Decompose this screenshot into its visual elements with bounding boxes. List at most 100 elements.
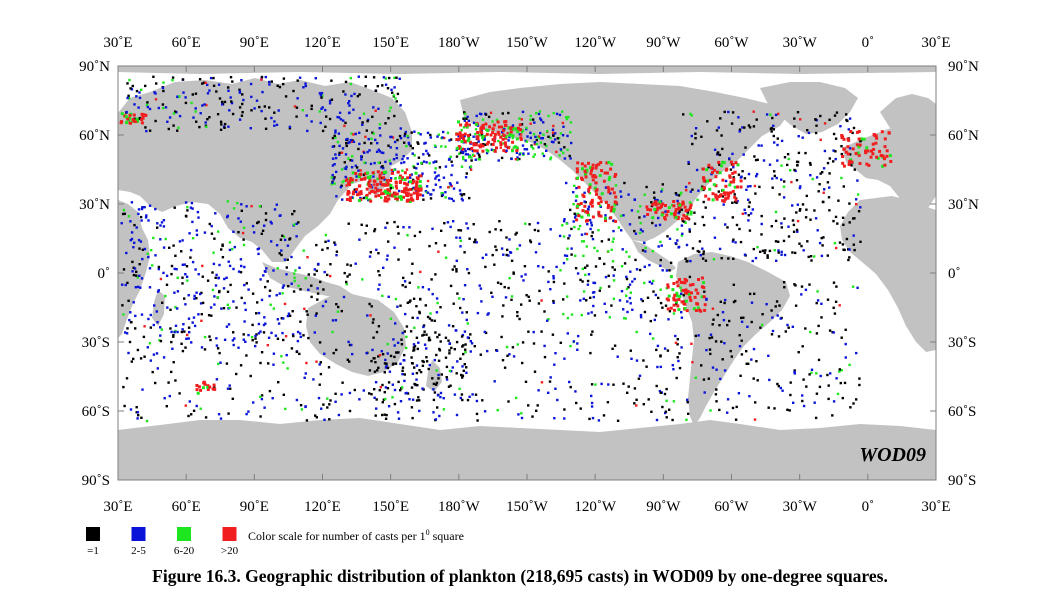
cast-point — [415, 180, 419, 184]
cast-point — [215, 90, 218, 93]
cast-point — [643, 310, 647, 314]
cast-point — [542, 121, 545, 124]
cast-point — [638, 231, 642, 235]
cast-point — [295, 222, 298, 225]
cast-point — [466, 147, 470, 151]
cast-point — [243, 320, 246, 323]
cast-point — [481, 144, 485, 148]
cast-point — [441, 193, 445, 197]
cast-point — [840, 336, 843, 339]
cast-point — [780, 164, 783, 167]
cast-point — [596, 249, 599, 253]
cast-point — [685, 189, 688, 192]
cast-point — [133, 223, 136, 227]
cast-point — [799, 185, 802, 188]
cast-point — [700, 187, 704, 191]
cast-point — [714, 184, 718, 188]
cast-point — [360, 158, 363, 161]
cast-point — [759, 326, 762, 329]
cast-point — [736, 185, 739, 189]
cast-point — [838, 370, 841, 373]
cast-point — [344, 167, 348, 171]
cast-point — [527, 404, 530, 407]
cast-point — [313, 331, 316, 334]
cast-point — [790, 180, 793, 184]
cast-point — [432, 388, 435, 391]
cast-point — [286, 314, 290, 318]
cast-point — [638, 374, 642, 377]
cast-point — [443, 136, 446, 140]
cast-point — [739, 185, 743, 189]
cast-point — [782, 239, 786, 243]
cast-point — [713, 148, 717, 151]
cast-point — [733, 195, 737, 199]
cast-point — [288, 125, 292, 129]
cast-point — [353, 388, 356, 392]
cast-point — [250, 109, 253, 112]
cast-point — [809, 174, 812, 177]
cast-point — [547, 270, 550, 273]
cast-point — [510, 295, 514, 298]
cast-point — [240, 203, 243, 206]
cast-point — [400, 178, 404, 181]
cast-point — [254, 344, 257, 348]
cast-point — [597, 229, 600, 232]
cast-point — [240, 79, 243, 82]
cast-point — [465, 121, 469, 125]
cast-point — [181, 239, 184, 242]
cast-point — [416, 347, 419, 351]
cast-point — [720, 164, 724, 168]
cast-point — [795, 211, 798, 214]
cast-point — [162, 81, 165, 84]
cast-point — [382, 76, 386, 79]
cast-point — [578, 224, 582, 228]
cast-point — [703, 303, 707, 307]
cast-point — [397, 380, 400, 384]
cast-point — [586, 264, 589, 267]
figure-caption: Figure 16.3. Geographic distribution of … — [152, 566, 888, 586]
cast-point — [393, 402, 397, 406]
cast-point — [477, 158, 480, 161]
cast-point — [439, 340, 442, 343]
cast-point — [766, 254, 769, 257]
cast-point — [439, 186, 442, 189]
cast-point — [218, 263, 221, 267]
cast-point — [132, 273, 136, 277]
cast-point — [358, 131, 361, 134]
cast-point — [334, 129, 337, 132]
cast-point — [858, 377, 861, 380]
cast-point — [384, 417, 388, 420]
cast-point — [353, 92, 356, 96]
cast-point — [421, 334, 424, 337]
cast-point — [232, 230, 235, 233]
cast-point — [679, 286, 682, 289]
cast-point — [134, 327, 137, 330]
cast-point — [680, 234, 684, 237]
cast-point — [587, 190, 591, 194]
cast-point — [793, 369, 796, 372]
cast-point — [657, 216, 660, 220]
cast-point — [669, 275, 673, 279]
cast-point — [841, 216, 845, 219]
cast-point — [430, 278, 433, 281]
cast-point — [259, 278, 262, 281]
cast-point — [245, 354, 248, 357]
cast-point — [509, 251, 513, 254]
cast-point — [475, 412, 479, 416]
cast-point — [547, 135, 550, 138]
cast-point — [435, 383, 438, 386]
cast-point — [176, 290, 180, 293]
cast-point — [690, 114, 693, 117]
cast-point — [401, 366, 405, 369]
cast-point — [673, 213, 677, 217]
cast-point — [575, 186, 578, 190]
cast-point — [312, 378, 315, 381]
cast-point — [788, 409, 791, 412]
cast-point — [133, 119, 136, 123]
cast-point — [242, 98, 245, 102]
cast-point — [747, 205, 751, 208]
cast-point — [250, 336, 254, 339]
cast-point — [259, 395, 262, 398]
cast-point — [584, 232, 587, 236]
cast-point — [334, 243, 337, 246]
